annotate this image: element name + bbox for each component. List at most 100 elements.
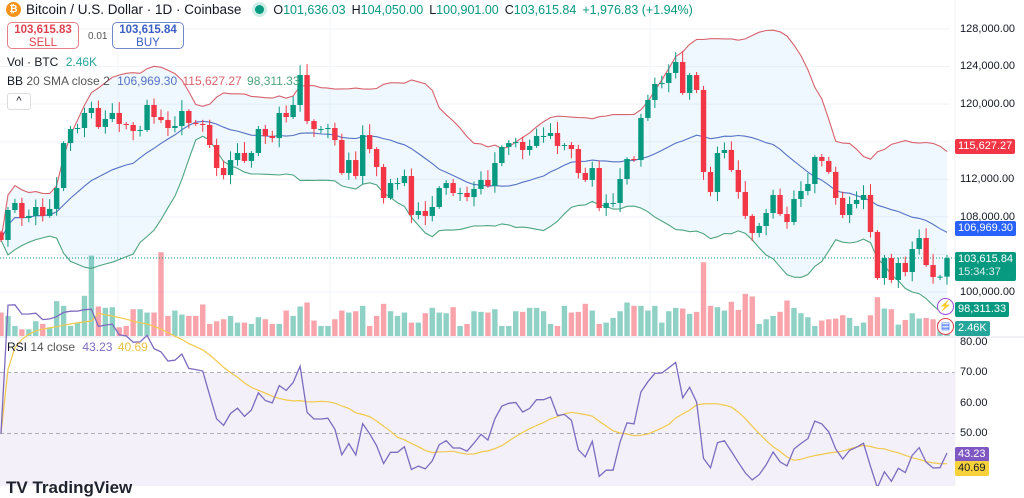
volume-bar: [346, 312, 352, 336]
spread-value: 0.01: [88, 31, 108, 42]
candle-body: [485, 179, 491, 186]
candle-body: [60, 143, 67, 189]
candle-body: [631, 158, 637, 161]
volume-bar: [102, 307, 109, 336]
candle-body: [172, 126, 178, 129]
candle-body: [332, 128, 338, 141]
candle-body: [450, 183, 456, 194]
candle-body: [930, 265, 936, 277]
rsi-legend[interactable]: RSI 14 close 43.23 40.69: [7, 340, 148, 354]
candle-body: [805, 183, 811, 192]
volume-bar: [318, 325, 324, 336]
lightning-event-icon[interactable]: ⚡: [937, 298, 954, 315]
rsi-label: RSI: [7, 340, 28, 354]
volume-bar: [568, 312, 575, 336]
bb-params: 20 SMA close 2: [26, 74, 110, 88]
candle-body: [26, 215, 32, 218]
candle-body: [429, 206, 435, 216]
candle-body: [283, 112, 289, 118]
candle-body: [81, 112, 88, 129]
volume-bar: [304, 302, 310, 336]
candle-body: [401, 176, 408, 184]
candle-body: [262, 129, 269, 136]
candle-body: [5, 210, 11, 240]
open-label: O: [273, 2, 284, 17]
volume-bar: [179, 314, 185, 336]
volume-bar: [450, 307, 456, 336]
volume-bar: [735, 309, 742, 336]
volume-legend[interactable]: Vol · BTC 2.46K: [7, 55, 97, 69]
volume-bar: [40, 323, 46, 336]
volume-bar: [603, 322, 609, 336]
candle-body: [707, 171, 714, 192]
rsi-band: [0, 372, 955, 486]
bb-lower-line: [0, 135, 948, 314]
change-value: +1,976.83 (+1.94%): [582, 2, 693, 17]
collapse-legend-button[interactable]: ^: [7, 93, 31, 110]
candle-body: [902, 262, 908, 272]
candle-body: [645, 100, 651, 118]
volume-bar: [589, 310, 595, 336]
candle-body: [380, 166, 387, 198]
chevron-up-icon: ^: [16, 95, 22, 107]
sell-button[interactable]: 103,615.83 SELL: [7, 22, 79, 49]
us-flag-event-icon[interactable]: ▤: [937, 318, 954, 335]
price-chart[interactable]: [0, 0, 1024, 338]
candle-body: [826, 160, 832, 172]
volume-bar: [666, 311, 672, 336]
candle-body: [916, 237, 922, 249]
volume-bar: [262, 319, 269, 336]
bb-label: BB: [7, 74, 24, 88]
volume-bar: [276, 323, 282, 336]
bb-fill: [1, 30, 947, 314]
volume-bar: [916, 318, 922, 336]
candle-body: [478, 179, 484, 189]
volume-bar: [617, 311, 623, 336]
volume-bar: [429, 307, 435, 336]
volume-bar: [700, 262, 707, 336]
buy-price: 103,615.84: [119, 24, 177, 36]
volume-bar: [436, 312, 442, 336]
volume-bar: [220, 319, 227, 336]
candle-body: [234, 152, 241, 161]
volume-bar: [839, 315, 846, 336]
rsi-tick: 80.00: [960, 336, 988, 348]
close-label: C: [504, 2, 514, 17]
candle-body: [179, 111, 185, 127]
volume-bar: [728, 301, 735, 336]
volume-bar: [269, 323, 275, 336]
bb-legend[interactable]: BB 20 SMA close 2 106,969.30 115,627.27 …: [7, 74, 300, 88]
bb-basis-badge: 106,969.30: [955, 221, 1017, 236]
volume-bar: [812, 325, 818, 336]
volume-bar: [95, 306, 102, 336]
volume-bar: [853, 325, 860, 336]
volume-bar: [53, 301, 60, 336]
candle-body: [860, 194, 867, 200]
rsi-tick: 70.00: [960, 366, 988, 378]
volume-bar: [596, 323, 602, 336]
volume-bar: [422, 313, 429, 336]
volume-bar: [561, 305, 568, 336]
candle-body: [213, 145, 220, 169]
volume-bar: [881, 308, 888, 336]
candle-body: [387, 183, 394, 198]
volume-bar: [339, 310, 345, 336]
candle-body: [506, 143, 512, 147]
bb-lower-badge: 98,311.33: [955, 302, 1010, 317]
candle-body: [881, 258, 888, 279]
volume-bar: [464, 323, 470, 336]
candle-body: [151, 104, 157, 118]
candle-body: [325, 128, 331, 130]
volume-bar: [332, 319, 338, 336]
volume-bar: [819, 320, 825, 336]
candle-body: [193, 122, 199, 124]
volume-bar: [144, 312, 150, 336]
candle-body: [116, 112, 122, 124]
symbol-title[interactable]: Bitcoin / U.S. Dollar · 1D · Coinbase: [26, 2, 242, 17]
candle-body: [638, 117, 644, 161]
volume-bar: [116, 327, 122, 336]
candle-body: [867, 194, 874, 232]
candle-body: [255, 129, 262, 153]
buy-button[interactable]: 103,615.84 BUY: [112, 22, 184, 49]
volume-bar: [380, 303, 387, 336]
